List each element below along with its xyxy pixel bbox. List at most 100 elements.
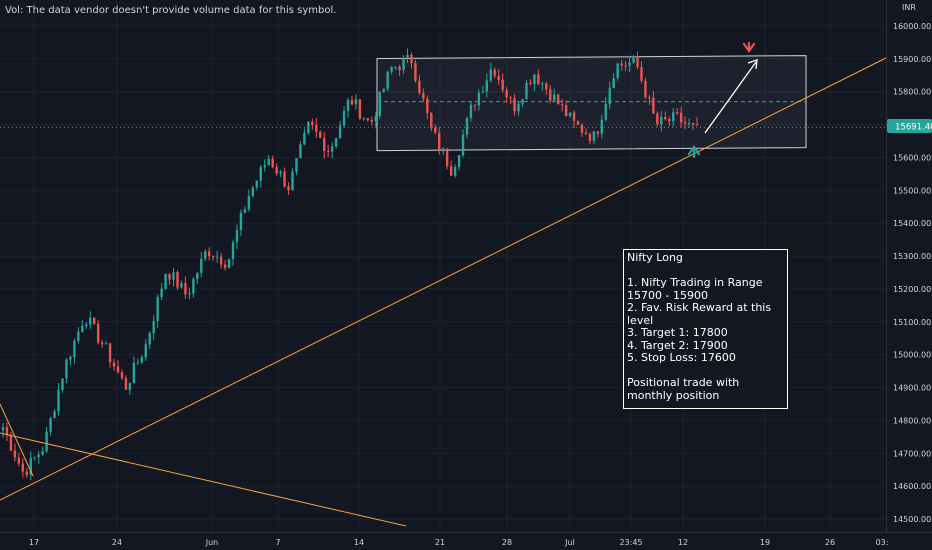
candle <box>259 164 262 188</box>
candle <box>148 331 151 349</box>
candle <box>17 452 21 467</box>
x-tick-label: 7 <box>275 538 280 547</box>
candle <box>160 282 163 301</box>
candle <box>25 467 28 479</box>
candle <box>235 224 239 249</box>
y-tick-label: 14800.00 <box>893 416 931 425</box>
y-tick-label: 15200.00 <box>893 285 931 294</box>
candle <box>465 117 469 139</box>
candle <box>188 287 191 300</box>
candle <box>632 54 635 64</box>
candle <box>422 88 425 102</box>
trade-annotation[interactable]: Nifty Long 1. Nifty Trading in Range 157… <box>623 249 788 409</box>
candle <box>517 101 520 116</box>
candle <box>366 117 370 122</box>
target-arrow-head <box>747 59 758 70</box>
candle <box>172 267 175 287</box>
candle <box>652 91 655 114</box>
candle <box>410 52 413 69</box>
candle <box>449 160 453 177</box>
candle <box>93 317 96 325</box>
candle <box>164 273 167 291</box>
candle <box>45 426 48 453</box>
candle <box>124 375 128 391</box>
candle <box>485 73 489 98</box>
candle <box>640 61 643 84</box>
x-tick-label: 23:45 <box>619 538 642 547</box>
candle <box>263 159 266 172</box>
trendlines <box>0 57 887 527</box>
candle <box>457 155 461 171</box>
candle <box>1 423 5 438</box>
candle <box>426 95 429 120</box>
y-tick-label: 14900.00 <box>893 384 931 393</box>
candle <box>564 100 568 117</box>
candle <box>271 155 274 169</box>
candle <box>362 117 366 121</box>
candle <box>505 87 508 103</box>
candle <box>255 180 259 191</box>
candle <box>13 443 17 462</box>
candle <box>580 123 584 137</box>
candle <box>493 67 496 79</box>
candle <box>299 141 302 159</box>
candle <box>592 130 596 145</box>
candle <box>660 110 663 132</box>
candle <box>279 169 282 178</box>
x-tick-label: 24 <box>112 538 122 547</box>
annotation-title: Nifty Long <box>627 251 683 264</box>
candle <box>453 164 457 178</box>
candle <box>572 110 576 129</box>
x-tick-label: 17 <box>29 538 39 547</box>
candle <box>326 144 330 158</box>
candle <box>112 359 116 371</box>
candle <box>612 73 615 89</box>
candle <box>49 416 52 436</box>
candle <box>394 66 397 71</box>
candle <box>136 358 140 365</box>
candle <box>291 168 294 191</box>
candle <box>473 104 477 112</box>
y-tick-label: 15600.00 <box>893 153 931 162</box>
currency-label: INR <box>902 3 916 12</box>
x-axis-ticks: 17 24 Jun 7 14 21 28 Jul 23:45 12 19 26 03: <box>29 538 889 547</box>
candle <box>656 111 659 127</box>
x-tick-label: 28 <box>502 538 512 547</box>
candle <box>73 338 76 364</box>
candle <box>584 128 588 135</box>
candle <box>644 77 647 100</box>
candle <box>100 339 104 348</box>
candle <box>200 251 203 278</box>
candle <box>81 320 84 333</box>
candle <box>132 356 136 384</box>
candle <box>608 81 611 109</box>
candle <box>679 106 683 128</box>
y-tick-label: 15000.00 <box>893 351 931 360</box>
candle <box>529 79 532 86</box>
candle <box>533 74 536 91</box>
candle <box>557 93 560 105</box>
candle <box>624 61 627 72</box>
candle <box>69 355 72 365</box>
candle <box>311 118 314 130</box>
candle <box>128 382 132 396</box>
x-tick-label: 26 <box>825 538 835 547</box>
up-arrow-icon <box>687 145 701 159</box>
y-tick-label: 15100.00 <box>893 318 931 327</box>
candle <box>247 189 251 212</box>
candle <box>208 247 211 261</box>
last-price-badge <box>887 119 932 133</box>
candle <box>275 163 278 176</box>
candle <box>192 276 195 298</box>
y-tick-label: 14700.00 <box>893 449 931 458</box>
candle <box>251 185 255 198</box>
candle <box>441 147 445 156</box>
candle <box>184 276 187 299</box>
markers <box>687 41 758 159</box>
candle <box>338 120 342 139</box>
candle <box>295 158 298 176</box>
candle <box>152 314 155 340</box>
candle <box>414 59 417 83</box>
candle <box>549 84 552 104</box>
